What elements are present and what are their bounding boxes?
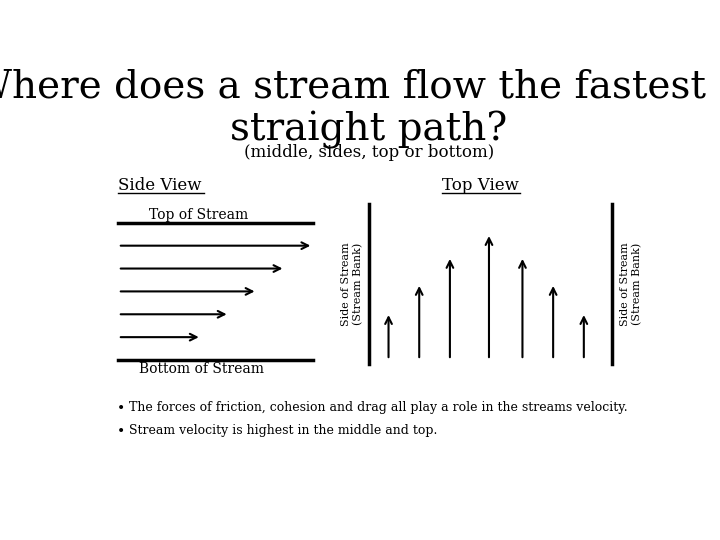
Text: Side View: Side View <box>118 177 202 194</box>
Text: •: • <box>117 424 125 438</box>
Text: Bottom of Stream: Bottom of Stream <box>139 362 264 376</box>
Text: Side of Stream
(Stream Bank): Side of Stream (Stream Bank) <box>341 242 364 326</box>
Text: •: • <box>117 401 125 415</box>
Text: Side of Stream
(Stream Bank): Side of Stream (Stream Bank) <box>620 242 642 326</box>
Text: Top View: Top View <box>441 177 518 194</box>
Text: The forces of friction, cohesion and drag all play a role in the streams velocit: The forces of friction, cohesion and dra… <box>129 401 628 414</box>
Text: Stream velocity is highest in the middle and top.: Stream velocity is highest in the middle… <box>129 424 438 437</box>
Text: Where does a stream flow the fastest on
straight path?: Where does a stream flow the fastest on … <box>0 68 720 149</box>
Text: (middle, sides, top or bottom): (middle, sides, top or bottom) <box>244 144 494 161</box>
Text: Top of Stream: Top of Stream <box>149 208 248 222</box>
